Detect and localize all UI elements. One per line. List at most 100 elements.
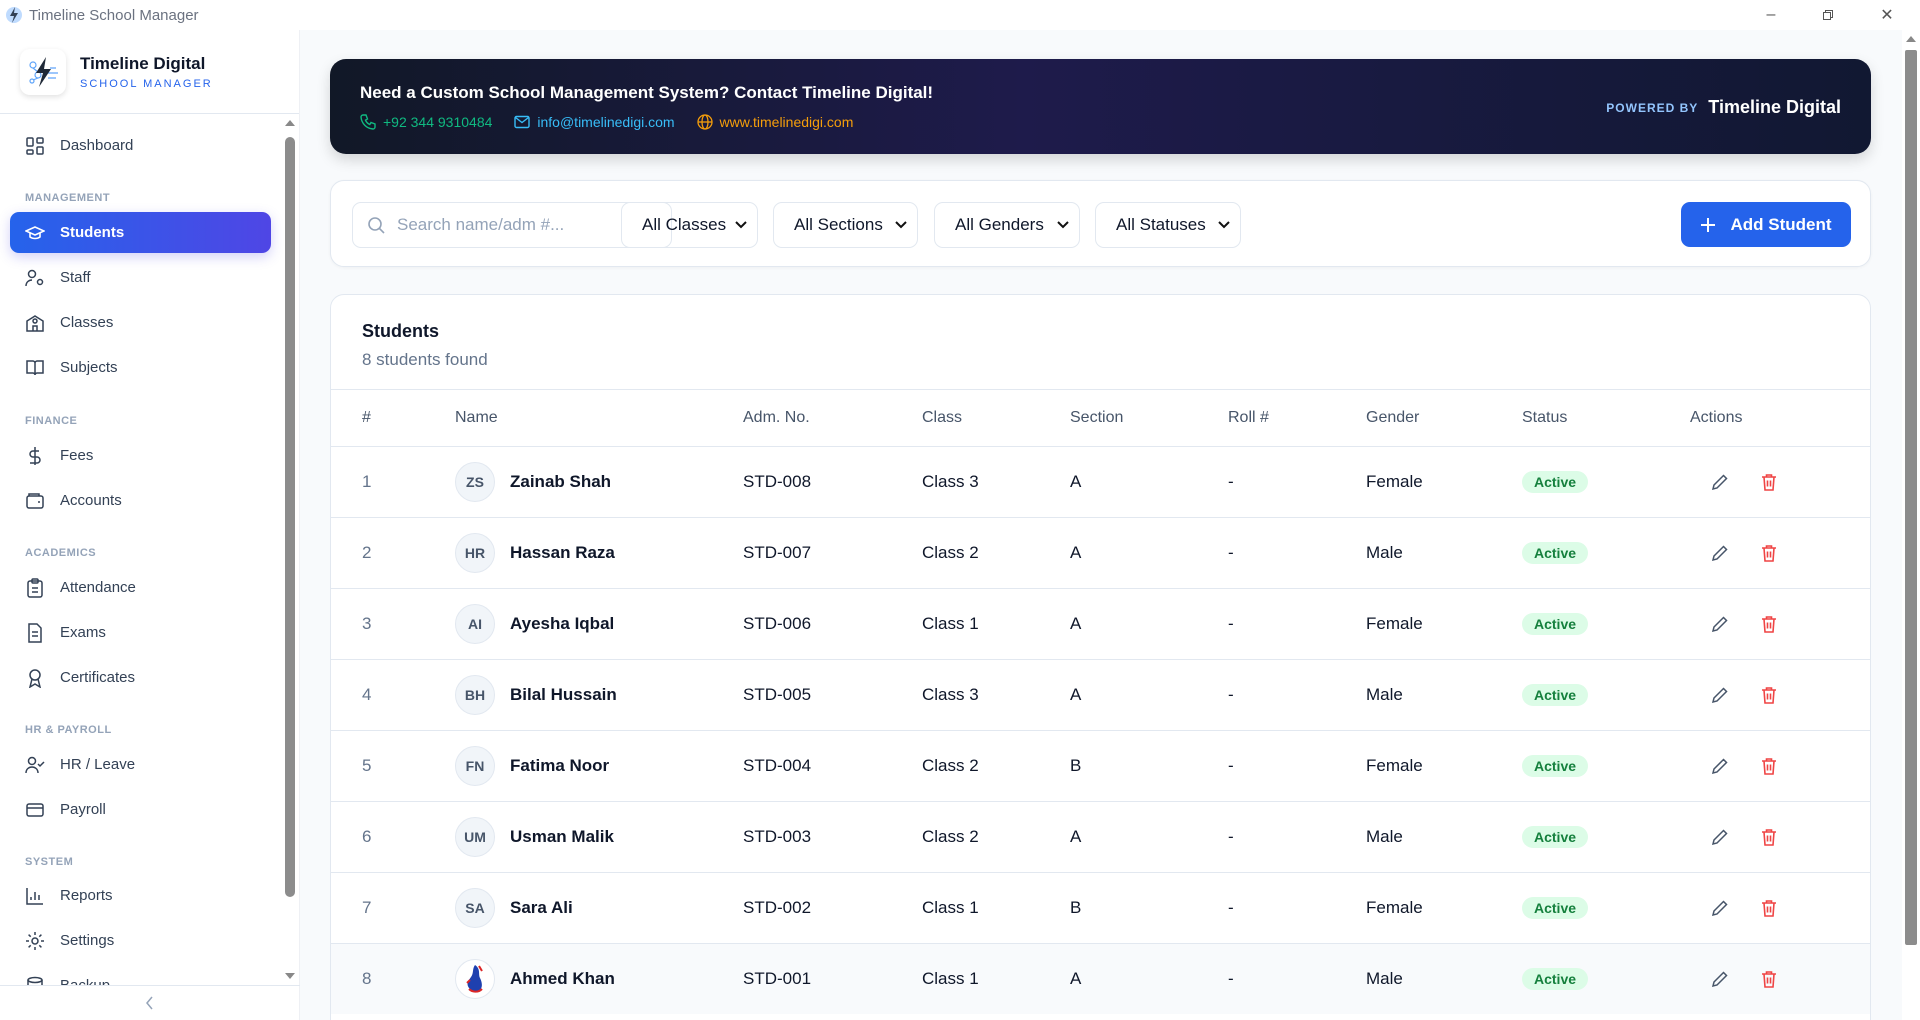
student-name-cell[interactable]: BH Bilal Hussain [455, 675, 743, 715]
student-name-cell[interactable]: HR Hassan Raza [455, 533, 743, 573]
row-number: 4 [362, 685, 372, 704]
table-row[interactable]: 3 AI Ayesha Iqbal STD-006 Class 1 A - Female Act… [331, 588, 1870, 659]
bar-chart-icon [26, 887, 43, 905]
student-name-cell[interactable]: AI Ayesha Iqbal [455, 604, 743, 644]
edit-icon[interactable] [1711, 544, 1729, 562]
roll-no: - [1228, 827, 1234, 846]
add-student-button[interactable]: Add Student [1681, 202, 1851, 247]
student-name: Ayesha Iqbal [510, 614, 615, 633]
delete-icon[interactable] [1761, 970, 1777, 988]
delete-icon[interactable] [1761, 686, 1777, 704]
sidebar-item-settings[interactable]: Settings [10, 920, 271, 961]
student-name: Bilal Hussain [510, 685, 617, 704]
status-select[interactable]: All Statuses [1095, 202, 1241, 248]
gender-select[interactable]: All Genders [934, 202, 1080, 248]
sidebar-item-reports[interactable]: Reports [10, 875, 271, 916]
table-row[interactable]: 4 BH Bilal Hussain STD-005 Class 3 A - Male Acti… [331, 659, 1870, 730]
student-name: Sara Ali [510, 898, 573, 917]
sidebar-item-exams[interactable]: Exams [10, 612, 271, 653]
sidebar-item-dashboard[interactable]: Dashboard [10, 125, 271, 166]
avatar [455, 959, 495, 999]
delete-icon[interactable] [1761, 544, 1777, 562]
table-row[interactable]: 2 HR Hassan Raza STD-007 Class 2 A - Male Active [331, 517, 1870, 588]
avatar: ZS [455, 462, 495, 502]
table-row[interactable]: 5 FN Fatima Noor STD-004 Class 2 B - Female Acti… [331, 730, 1870, 801]
table-row[interactable]: 8 Ahmed Khan STD-001 Class 1 A - Male Active [331, 943, 1870, 1014]
edit-icon[interactable] [1711, 615, 1729, 633]
section-select[interactable]: All Sections [773, 202, 918, 248]
sidebar-item-subjects[interactable]: Subjects [10, 347, 271, 388]
sidebar-item-payroll[interactable]: Payroll [10, 789, 271, 830]
banner-email[interactable]: info@timelinedigi.com [514, 114, 675, 130]
promo-banner: Need a Custom School Management System? … [330, 59, 1871, 154]
sidebar-nav: Dashboard MANAGEMENT Students Staff Clas… [0, 115, 284, 985]
table-row[interactable]: 6 UM Usman Malik STD-003 Class 2 A - Male Active [331, 801, 1870, 872]
section: A [1070, 543, 1082, 562]
table-row[interactable]: 7 SA Sara Ali STD-002 Class 1 B - Female Active [331, 872, 1870, 943]
main-scrollbar-thumb[interactable] [1905, 50, 1917, 945]
delete-icon[interactable] [1761, 828, 1777, 846]
edit-icon[interactable] [1711, 473, 1729, 491]
table-row[interactable]: 1 ZS Zainab Shah STD-008 Class 3 A - Female Acti… [331, 446, 1870, 517]
sidebar-item-staff[interactable]: Staff [10, 257, 271, 298]
sidebar-item-students[interactable]: Students [10, 212, 271, 253]
column-header[interactable]: Roll # [1228, 409, 1269, 426]
delete-icon[interactable] [1761, 473, 1777, 491]
restore-button[interactable] [1813, 4, 1843, 26]
sidebar-scrollbar[interactable] [284, 115, 296, 985]
sidebar-item-label: Payroll [60, 801, 106, 818]
student-name-cell[interactable]: SA Sara Ali [455, 888, 743, 928]
student-name-cell[interactable]: ZS Zainab Shah [455, 462, 743, 502]
student-name-cell[interactable]: FN Fatima Noor [455, 746, 743, 786]
edit-icon[interactable] [1711, 828, 1729, 846]
dashboard-icon [26, 136, 44, 155]
sidebar-item-classes[interactable]: Classes [10, 302, 271, 343]
edit-icon[interactable] [1711, 757, 1729, 775]
dollar-icon [29, 446, 41, 465]
avatar: BH [455, 675, 495, 715]
sidebar-item-accounts[interactable]: Accounts [10, 480, 271, 521]
main-scrollbar[interactable] [1902, 30, 1920, 1020]
minimize-button[interactable]: – [1766, 6, 1776, 23]
student-name-cell[interactable]: UM Usman Malik [455, 817, 743, 857]
scroll-up-arrow-icon[interactable] [285, 120, 295, 126]
gender: Female [1366, 472, 1423, 491]
banner-website[interactable]: www.timelinedigi.com [696, 114, 853, 130]
edit-icon[interactable] [1711, 970, 1729, 988]
sidebar-scrollbar-thumb[interactable] [285, 137, 295, 897]
search-input[interactable]: Search name/adm #... [352, 202, 672, 248]
column-header[interactable]: Section [1070, 409, 1124, 426]
class-select[interactable]: All Classes [621, 202, 758, 248]
column-header[interactable]: Adm. No. [743, 409, 810, 426]
sidebar-item-certificates[interactable]: Certificates [10, 657, 271, 698]
delete-icon[interactable] [1761, 615, 1777, 633]
sidebar-item-attendance[interactable]: Attendance [10, 567, 271, 608]
edit-icon[interactable] [1711, 899, 1729, 917]
column-header[interactable]: Class [922, 409, 963, 426]
school-icon [26, 314, 44, 332]
scroll-down-arrow-icon[interactable] [285, 973, 295, 979]
banner-headline: Need a Custom School Management System? … [360, 83, 934, 102]
column-header[interactable]: Gender [1366, 409, 1420, 426]
adm-no: STD-002 [743, 898, 812, 917]
class: Class 2 [922, 827, 979, 846]
window-title: Timeline School Manager [29, 6, 199, 24]
class: Class 3 [922, 472, 979, 491]
sidebar-item-fees[interactable]: Fees [10, 435, 271, 476]
sidebar-item-label: HR / Leave [60, 756, 136, 773]
sidebar-item-label: Accounts [60, 492, 122, 509]
delete-icon[interactable] [1761, 899, 1777, 917]
column-header[interactable]: Status [1522, 409, 1568, 426]
collapse-sidebar-button[interactable] [0, 985, 300, 1020]
column-header[interactable]: # [362, 409, 371, 426]
edit-icon[interactable] [1711, 686, 1729, 704]
scroll-up-arrow-icon[interactable] [1906, 36, 1916, 42]
banner-phone[interactable]: +92 344 9310484 [360, 114, 492, 130]
delete-icon[interactable] [1761, 757, 1777, 775]
column-header[interactable]: Name [455, 409, 498, 426]
class: Class 1 [922, 969, 979, 988]
sidebar-item-backup[interactable]: Backup [10, 965, 271, 985]
sidebar-item-hr-leave[interactable]: HR / Leave [10, 744, 271, 785]
student-name-cell[interactable]: Ahmed Khan [455, 959, 743, 999]
close-button[interactable]: ✕ [1880, 7, 1894, 24]
